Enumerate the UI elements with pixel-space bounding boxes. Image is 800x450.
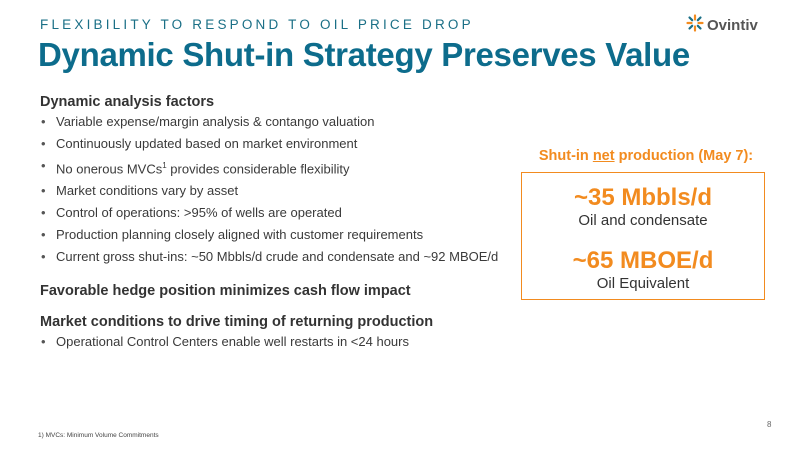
list-item: Variable expense/margin analysis & conta… xyxy=(40,114,510,129)
shut-in-title-suffix: production (May 7): xyxy=(614,148,754,164)
slide-title: Dynamic Shut-in Strategy Preserves Value xyxy=(38,36,690,73)
stat-oil-condensate: ~35 Mbbls/d Oil and condensate xyxy=(522,185,764,230)
list-item: Operational Control Centers enable well … xyxy=(40,334,510,349)
stat-label: Oil Equivalent xyxy=(596,275,690,292)
section-heading-analysis: Dynamic analysis factors xyxy=(40,94,215,110)
list-item: Control of operations: >95% of wells are… xyxy=(40,205,510,220)
company-logo: Ovintiv xyxy=(686,14,758,37)
stat-value: ~35 Mbbls/d xyxy=(573,184,713,211)
list-item: No onerous MVCs1 provides considerable f… xyxy=(40,158,510,176)
slide-kicker: FLEXIBILITY TO RESPOND TO OIL PRICE DROP xyxy=(40,17,474,32)
shut-in-title-prefix: Shut-in xyxy=(538,148,593,164)
ovintiv-logo-icon xyxy=(686,14,704,37)
mvc-suffix: provides considerable flexibility xyxy=(170,161,350,177)
stat-oil-equivalent: ~65 MBOE/d Oil Equivalent xyxy=(522,248,764,293)
section-heading-market: Market conditions to drive timing of ret… xyxy=(40,314,434,331)
footnote-marker: 1 xyxy=(162,161,167,170)
shut-in-title: Shut-in net production (May 7): xyxy=(526,148,766,164)
list-item: Current gross shut-ins: ~50 Mbbls/d crud… xyxy=(40,249,510,264)
stat-label: Oil and condensate xyxy=(578,212,708,229)
list-item: Market conditions vary by asset xyxy=(40,183,510,198)
mvc-text: No onerous MVCs xyxy=(56,161,163,177)
market-bullet-list: Operational Control Centers enable well … xyxy=(40,334,510,349)
list-item: Production planning closely aligned with… xyxy=(40,227,510,242)
page-number: 8 xyxy=(767,420,772,429)
analysis-bullet-list: Variable expense/margin analysis & conta… xyxy=(40,114,510,264)
footnote: 1) MVCs: Minimum Volume Commitments xyxy=(38,432,159,439)
section-heading-hedge: Favorable hedge position minimizes cash … xyxy=(40,283,411,300)
logo-wordmark: Ovintiv xyxy=(707,17,758,34)
main-content: Dynamic analysis factors Variable expens… xyxy=(40,94,510,356)
shut-in-title-net: net xyxy=(592,148,615,164)
shut-in-stats-box: ~35 Mbbls/d Oil and condensate ~65 MBOE/… xyxy=(521,172,765,300)
list-item: Continuously updated based on market env… xyxy=(40,136,510,151)
stat-value: ~65 MBOE/d xyxy=(572,247,714,274)
